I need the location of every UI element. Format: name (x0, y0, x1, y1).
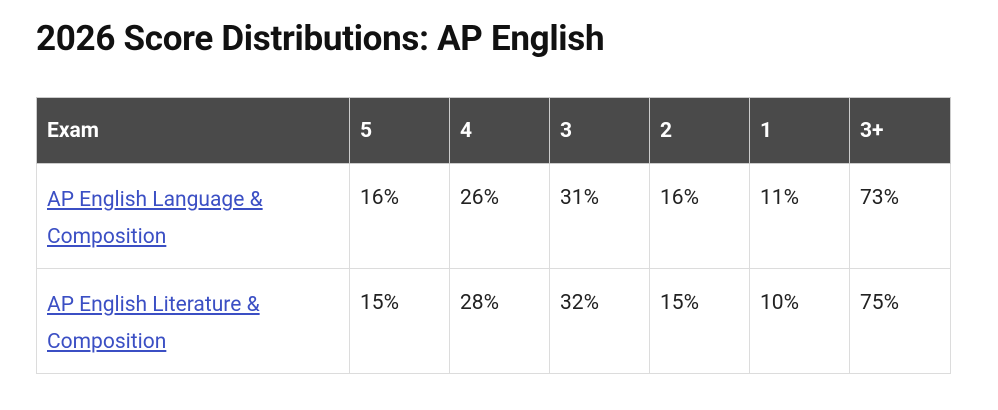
percent-cell: 15% (349, 268, 450, 374)
percent-cell: 10% (749, 268, 850, 374)
exam-cell: AP English Language & Composition (36, 163, 350, 269)
percent-cell: 15% (649, 268, 750, 374)
column-header: Exam (36, 97, 350, 164)
percent-cell: 16% (349, 163, 450, 269)
table-row: AP English Language & Composition 16% 26% 3… (36, 163, 951, 269)
header-row: Exam 5 4 3 2 1 3+ (36, 97, 951, 164)
percent-cell: 31% (549, 163, 650, 269)
exam-link[interactable]: AP English Language & Composition (47, 188, 263, 249)
column-header: 2 (649, 97, 750, 164)
column-header: 3 (549, 97, 650, 164)
percent-cell: 73% (849, 163, 951, 269)
percent-cell: 32% (549, 268, 650, 374)
column-header: 1 (749, 97, 850, 164)
column-header: 5 (349, 97, 450, 164)
exam-link[interactable]: AP English Literature & Composition (47, 293, 260, 354)
page-title: 2026 Score Distributions: AP English (36, 18, 605, 59)
percent-cell: 11% (749, 163, 850, 269)
column-header: 3+ (849, 97, 951, 164)
table-body: AP English Language & Composition 16% 26% 3… (36, 163, 951, 374)
percent-cell: 16% (649, 163, 750, 269)
table-row: AP English Literature & Composition 15% 28… (36, 268, 951, 374)
column-header: 4 (449, 97, 550, 164)
percent-cell: 26% (449, 163, 550, 269)
percent-cell: 28% (449, 268, 550, 374)
percent-cell: 75% (849, 268, 951, 374)
exam-cell: AP English Literature & Composition (36, 268, 350, 374)
score-table: Exam 5 4 3 2 1 3+ AP English Language & Compos… (36, 97, 951, 374)
